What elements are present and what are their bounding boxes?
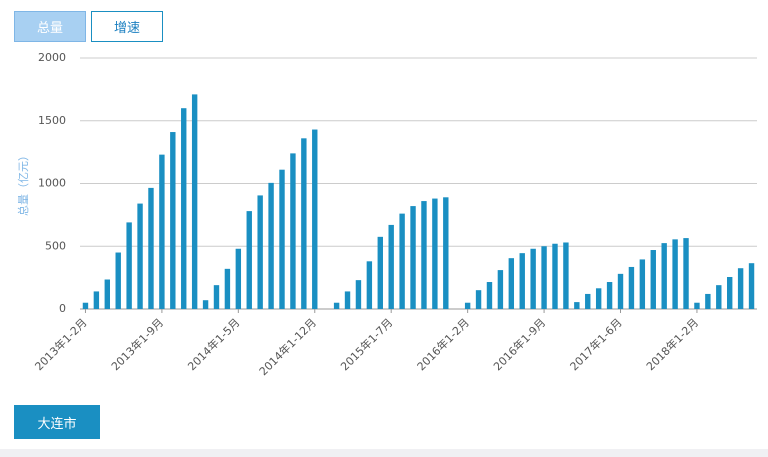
bar: [93, 291, 100, 309]
region-button[interactable]: 大连市: [14, 405, 100, 439]
bar: [257, 195, 263, 309]
bar: [170, 132, 176, 309]
x-tick-label: 2018年1-2月: [643, 315, 701, 373]
bar: [497, 270, 504, 309]
total-button[interactable]: 总量: [14, 11, 86, 42]
bar: [737, 268, 744, 309]
bar: [235, 248, 242, 309]
y-tick-label: 1000: [38, 177, 66, 190]
bar: [464, 302, 471, 309]
y-axis-label: 总量（亿元）: [16, 150, 30, 216]
bar: [661, 243, 667, 309]
footer-strip: [0, 449, 768, 457]
bar: [617, 273, 624, 309]
growth-button[interactable]: 增速: [91, 11, 163, 42]
x-tick-label: 2013年1-2月: [32, 315, 90, 373]
bar: [585, 293, 591, 309]
bar: [508, 258, 515, 309]
x-tick-label: 2014年1-5月: [185, 315, 243, 373]
bar: [727, 276, 733, 309]
bar: [574, 302, 580, 309]
bar: [694, 302, 700, 309]
bar: [399, 213, 405, 309]
bar: [748, 263, 755, 309]
bar: [639, 259, 646, 309]
bar: [486, 282, 493, 309]
bar: [82, 302, 89, 309]
chart: 总量（亿元） 0 500 1000 1500 2000 2013年1-2月 2013年1-9…: [16, 51, 757, 378]
bar: [541, 246, 547, 309]
bar: [148, 187, 154, 309]
bar: [650, 250, 656, 309]
bar: [716, 285, 722, 309]
x-tick-label: 2016年1-2月: [414, 315, 472, 373]
bar: [246, 211, 252, 309]
bar: [126, 222, 132, 309]
bar: [312, 129, 318, 309]
bar: [213, 285, 220, 309]
bar: [366, 261, 373, 309]
bar: [290, 153, 296, 309]
bar: [519, 253, 525, 309]
bar: [191, 94, 198, 310]
bar: [181, 108, 187, 309]
bar: [628, 266, 635, 309]
bar: [421, 201, 427, 309]
x-tick-label: 2014年1-12月: [256, 315, 319, 378]
bar: [672, 239, 678, 309]
bar: [301, 138, 307, 309]
y-tick-label: 0: [59, 302, 66, 315]
bar: [530, 248, 536, 309]
x-tick-label: 2015年1-7月: [337, 315, 395, 373]
bar: [606, 282, 613, 309]
bar: [279, 169, 285, 309]
bar: [202, 300, 209, 309]
bar: [115, 252, 121, 309]
y-tick-label: 2000: [38, 51, 66, 64]
bar: [377, 236, 383, 309]
y-tick-label: 1500: [38, 114, 66, 127]
x-tick-label: 2016年1-9月: [490, 315, 548, 373]
bar: [388, 224, 394, 309]
bar: [159, 154, 165, 309]
bar: [432, 198, 438, 309]
bar: [268, 182, 274, 309]
x-tick-label: 2013年1-9月: [108, 315, 166, 373]
x-tick-label: 2017年1-6月: [567, 315, 625, 373]
bar: [683, 238, 689, 309]
bar: [104, 279, 110, 309]
y-tick-label: 500: [45, 239, 66, 252]
bar: [410, 206, 416, 309]
bar: [355, 280, 362, 309]
bar: [595, 288, 602, 309]
bar: [552, 243, 558, 309]
bar: [344, 291, 351, 309]
bar: [443, 197, 449, 309]
bar: [475, 290, 482, 309]
bar: [563, 242, 569, 309]
bar: [224, 268, 231, 309]
bar: [137, 203, 143, 309]
bar: [705, 293, 711, 309]
bar: [333, 302, 340, 309]
